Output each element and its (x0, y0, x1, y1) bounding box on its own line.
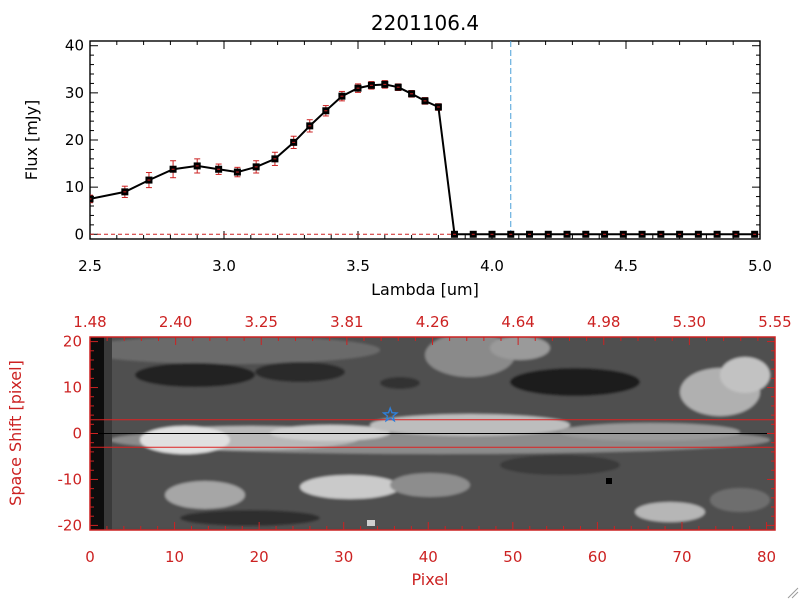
space-shift-tick-label: -10 (58, 470, 83, 488)
x-tick-label: 4.0 (480, 257, 504, 275)
x-tick-label: 3.0 (212, 257, 236, 275)
pixel-tick-label: 80 (757, 548, 776, 566)
space-shift-tick-label: -20 (58, 516, 83, 534)
space-shift-y-ticks: -20 -10 0 10 20 (58, 333, 775, 534)
wavelength-top-ticks: 1.48 2.40 3.25 3.81 4.26 4.64 4.98 5.30 5.55 (73, 313, 792, 345)
pixel-tick-label: 50 (503, 548, 522, 566)
wavelength-tick-label: 4.64 (501, 313, 534, 331)
x-tick-label: 5.0 (748, 257, 772, 275)
pixel-tick-label: 10 (165, 548, 184, 566)
pixel-tick-label: 30 (334, 548, 353, 566)
x-tick-label: 2.5 (78, 257, 102, 275)
pixel-axis-label: Pixel (411, 570, 448, 589)
resize-grip-icon (787, 587, 799, 599)
wavelength-tick-label: 4.26 (416, 313, 449, 331)
space-shift-axis-label: Space Shift [pixel] (6, 360, 25, 506)
chart-title: 2201106.4 (371, 11, 479, 35)
y-tick-label: 30 (65, 84, 84, 102)
wavelength-tick-label: 5.55 (758, 313, 791, 331)
data-point (90, 195, 94, 203)
wavelength-tick-label: 2.40 (159, 313, 192, 331)
y-tick-label: 40 (65, 37, 84, 55)
pixel-tick-label: 20 (250, 548, 269, 566)
space-shift-tick-label: 0 (72, 425, 82, 443)
pixel-tick-label: 70 (672, 548, 691, 566)
spectrum-chart: 2201106.4 0 10 20 30 40 2.5 3.0 3.5 4.0 4.5 5.0 L… (22, 11, 772, 299)
x-tick-label: 4.5 (614, 257, 638, 275)
spectrum-plot-frame (89, 40, 761, 240)
y-tick-label: 0 (74, 225, 84, 243)
x-axis-label: Lambda [um] (371, 280, 479, 299)
flux-series-line (90, 83, 755, 236)
spectral-image-panel: 0 10 20 30 40 50 60 70 80 1.48 2.40 3.25 3.81 4.26 4.… (6, 313, 792, 589)
y-tick-label: 20 (65, 131, 84, 149)
space-shift-tick-label: 10 (63, 379, 82, 397)
y-axis-label: Flux [mJy] (22, 100, 41, 181)
grayscale-image (90, 337, 775, 530)
x-tick-label: 3.5 (346, 257, 370, 275)
space-shift-tick-label: 20 (63, 333, 82, 351)
spectrum-y-ticks: 0 10 20 30 40 (65, 37, 760, 243)
spectrum-x-ticks: 2.5 3.0 3.5 4.0 4.5 5.0 (78, 41, 772, 275)
wavelength-tick-label: 5.30 (673, 313, 706, 331)
wavelength-tick-label: 3.25 (245, 313, 278, 331)
star-icon (381, 406, 399, 423)
pixel-x-ticks: 0 10 20 30 40 50 60 70 80 (85, 522, 776, 566)
wavelength-tick-label: 3.81 (330, 313, 363, 331)
y-tick-label: 10 (65, 178, 84, 196)
pixel-tick-label: 60 (588, 548, 607, 566)
flux-series-markers (90, 80, 759, 238)
wavelength-tick-label: 4.98 (587, 313, 620, 331)
wavelength-tick-label: 1.48 (73, 313, 106, 331)
pixel-tick-label: 40 (419, 548, 438, 566)
pixel-tick-label: 0 (85, 548, 95, 566)
